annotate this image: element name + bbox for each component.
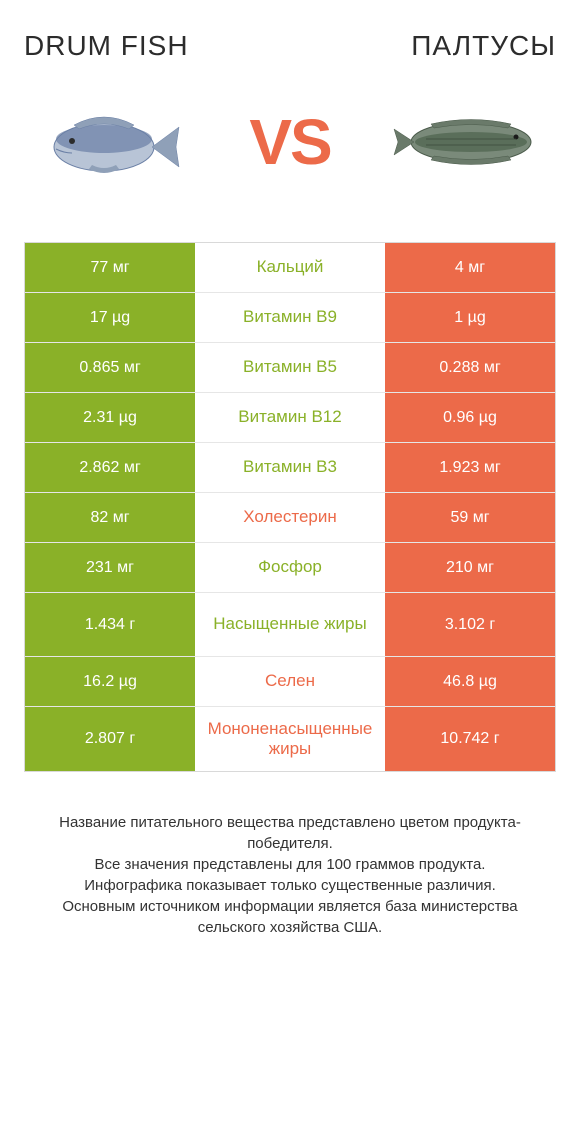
footer-text: Название питательного вещества представл… [24, 812, 556, 938]
fish-left-icon [34, 92, 194, 192]
table-row: 17 µgВитамин B91 µg [25, 293, 555, 343]
cell-nutrient-label: Витамин B5 [195, 343, 385, 392]
title-left: Drum fish [24, 30, 189, 62]
cell-right-value: 3.102 г [385, 593, 555, 656]
table-row: 77 мгКальций4 мг [25, 243, 555, 293]
table-row: 0.865 мгВитамин B50.288 мг [25, 343, 555, 393]
cell-right-value: 210 мг [385, 543, 555, 592]
cell-right-value: 46.8 µg [385, 657, 555, 706]
cell-nutrient-label: Кальций [195, 243, 385, 292]
cell-nutrient-label: Фосфор [195, 543, 385, 592]
cell-nutrient-label: Витамин B12 [195, 393, 385, 442]
cell-nutrient-label: Насыщенные жиры [195, 593, 385, 656]
cell-nutrient-label: Витамин B9 [195, 293, 385, 342]
cell-left-value: 2.862 мг [25, 443, 195, 492]
table-row: 16.2 µgСелен46.8 µg [25, 657, 555, 707]
cell-right-value: 1.923 мг [385, 443, 555, 492]
cell-nutrient-label: Витамин B3 [195, 443, 385, 492]
cell-nutrient-label: Селен [195, 657, 385, 706]
table-row: 2.862 мгВитамин B31.923 мг [25, 443, 555, 493]
cell-left-value: 17 µg [25, 293, 195, 342]
table-row: 2.31 µgВитамин B120.96 µg [25, 393, 555, 443]
fish-right-icon [386, 92, 546, 192]
title-right: Палтусы [411, 30, 556, 62]
cell-right-value: 4 мг [385, 243, 555, 292]
table-row: 82 мгХолестерин59 мг [25, 493, 555, 543]
table-row: 1.434 гНасыщенные жиры3.102 г [25, 593, 555, 657]
vs-label: VS [249, 105, 330, 179]
cell-right-value: 10.742 г [385, 707, 555, 771]
cell-nutrient-label: Холестерин [195, 493, 385, 542]
comparison-table: 77 мгКальций4 мг17 µgВитамин B91 µg0.865… [24, 242, 556, 772]
footer-line: Основным источником информации является … [34, 896, 546, 938]
cell-right-value: 0.96 µg [385, 393, 555, 442]
cell-left-value: 2.807 г [25, 707, 195, 771]
cell-left-value: 1.434 г [25, 593, 195, 656]
table-row: 2.807 гМононенасыщенные жиры10.742 г [25, 707, 555, 771]
table-row: 231 мгФосфор210 мг [25, 543, 555, 593]
footer-line: Все значения представлены для 100 граммо… [34, 854, 546, 875]
cell-right-value: 0.288 мг [385, 343, 555, 392]
cell-right-value: 59 мг [385, 493, 555, 542]
cell-left-value: 77 мг [25, 243, 195, 292]
cell-left-value: 16.2 µg [25, 657, 195, 706]
footer-line: Название питательного вещества представл… [34, 812, 546, 854]
cell-left-value: 2.31 µg [25, 393, 195, 442]
cell-right-value: 1 µg [385, 293, 555, 342]
cell-left-value: 82 мг [25, 493, 195, 542]
footer-line: Инфографика показывает только существенн… [34, 875, 546, 896]
cell-nutrient-label: Мононенасыщенные жиры [195, 707, 385, 771]
cell-left-value: 231 мг [25, 543, 195, 592]
header: Drum fish Палтусы [24, 30, 556, 62]
vs-row: VS [24, 92, 556, 192]
cell-left-value: 0.865 мг [25, 343, 195, 392]
